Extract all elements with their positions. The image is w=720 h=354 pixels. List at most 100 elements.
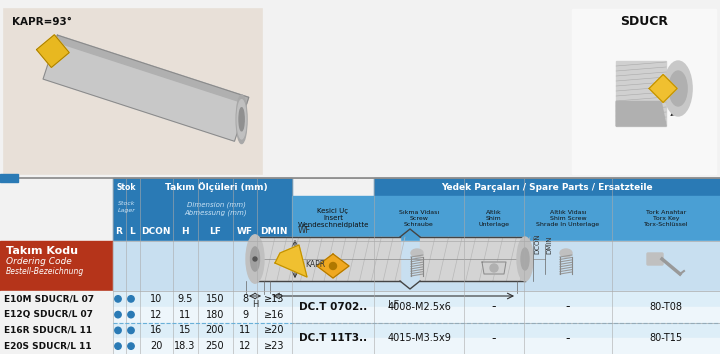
Circle shape <box>128 343 134 349</box>
Polygon shape <box>616 102 666 126</box>
Text: WF: WF <box>298 226 311 235</box>
Bar <box>292 291 374 307</box>
Bar <box>616 61 666 126</box>
Bar <box>464 307 524 322</box>
Text: 9.5: 9.5 <box>177 294 193 304</box>
Text: Stok: Stok <box>117 183 136 192</box>
Text: 8: 8 <box>242 294 248 304</box>
Bar <box>292 322 374 338</box>
Text: 16: 16 <box>150 325 162 335</box>
Bar <box>612 322 720 338</box>
Polygon shape <box>649 74 677 103</box>
Text: E12Q SDUCR/L 07: E12Q SDUCR/L 07 <box>4 310 93 319</box>
Text: 9: 9 <box>242 310 248 320</box>
Ellipse shape <box>237 100 246 139</box>
Bar <box>113 178 292 241</box>
Text: 20: 20 <box>150 341 162 351</box>
Text: R: R <box>116 227 122 235</box>
Polygon shape <box>43 35 248 141</box>
Bar <box>0 322 113 338</box>
Bar <box>612 196 720 241</box>
Text: E20S SDUCR/L 11: E20S SDUCR/L 11 <box>4 342 91 350</box>
Text: 12: 12 <box>150 310 162 320</box>
Text: 15: 15 <box>179 325 192 335</box>
Bar <box>612 307 720 322</box>
Text: 4015-M3.5x9: 4015-M3.5x9 <box>387 333 451 343</box>
Circle shape <box>114 327 121 333</box>
Ellipse shape <box>560 249 572 257</box>
Circle shape <box>128 296 134 302</box>
Ellipse shape <box>236 95 247 144</box>
Text: 150: 150 <box>206 294 224 304</box>
Text: DC.T 0702..: DC.T 0702.. <box>299 302 367 312</box>
Bar <box>292 241 374 291</box>
Bar <box>0 174 18 182</box>
Text: 18.3: 18.3 <box>174 341 196 351</box>
Bar <box>572 9 716 174</box>
FancyBboxPatch shape <box>647 253 663 265</box>
Polygon shape <box>482 262 506 274</box>
Bar <box>464 322 524 338</box>
Bar <box>524 322 612 338</box>
Text: 10: 10 <box>150 294 162 304</box>
Text: DMIN: DMIN <box>546 235 552 254</box>
Text: SDUCR: SDUCR <box>620 15 668 28</box>
Bar <box>374 338 464 354</box>
Circle shape <box>114 343 121 349</box>
Bar <box>0 291 113 307</box>
Bar <box>612 241 720 291</box>
Text: 80-T08: 80-T08 <box>649 302 683 312</box>
Bar <box>0 0 720 178</box>
Text: Yedek Parçaları / Spare Parts / Ersatzteile: Yedek Parçaları / Spare Parts / Ersatzte… <box>441 183 653 192</box>
Bar <box>464 291 524 307</box>
Circle shape <box>490 264 498 272</box>
Ellipse shape <box>517 237 533 281</box>
Ellipse shape <box>521 248 529 270</box>
Bar <box>0 241 113 291</box>
Text: DCON: DCON <box>141 227 171 235</box>
Text: WF: WF <box>237 227 253 235</box>
Text: H: H <box>252 300 258 309</box>
Bar <box>524 307 612 322</box>
Text: 180: 180 <box>206 310 224 320</box>
Text: 11: 11 <box>239 325 251 335</box>
Text: KAPR: KAPR <box>305 260 325 269</box>
Text: Altlık Vidası
Shim Screw
Shrade In Unterlage: Altlık Vidası Shim Screw Shrade In Unter… <box>536 210 600 227</box>
Text: Tork Anahtar
Torx Key
Torx-Schlüssel: Tork Anahtar Torx Key Torx-Schlüssel <box>644 210 688 227</box>
Text: -: - <box>492 300 496 313</box>
Text: LF: LF <box>388 300 399 310</box>
Bar <box>113 338 292 354</box>
Circle shape <box>114 296 121 302</box>
Bar <box>113 291 292 307</box>
Text: LF: LF <box>209 227 221 235</box>
Bar <box>374 291 464 307</box>
Text: ≥16: ≥16 <box>264 310 284 320</box>
Bar <box>4 9 262 174</box>
Text: DCON: DCON <box>534 233 540 254</box>
Text: Takım Ölçüleri (mm): Takım Ölçüleri (mm) <box>165 182 267 192</box>
Polygon shape <box>37 35 69 67</box>
Text: 250: 250 <box>206 341 225 351</box>
Bar <box>524 291 612 307</box>
Text: 12: 12 <box>239 341 251 351</box>
Bar <box>612 338 720 354</box>
Text: DMIN: DMIN <box>260 227 288 235</box>
Circle shape <box>128 312 134 318</box>
Text: Abmessung (mm): Abmessung (mm) <box>185 210 247 216</box>
Text: L: L <box>129 227 135 235</box>
Bar <box>464 338 524 354</box>
Circle shape <box>253 257 257 261</box>
Text: E10M SDUCR/L 07: E10M SDUCR/L 07 <box>4 295 94 303</box>
Text: Altlık
Shim
Unterlage: Altlık Shim Unterlage <box>479 210 510 227</box>
Ellipse shape <box>239 108 244 131</box>
Bar <box>464 196 524 241</box>
Bar <box>464 241 524 291</box>
Text: ≥13: ≥13 <box>264 294 284 304</box>
Bar <box>292 307 374 322</box>
Text: KAPR=93°: KAPR=93° <box>12 17 72 27</box>
Text: -: - <box>492 332 496 345</box>
Bar <box>524 338 612 354</box>
Text: ≥20: ≥20 <box>264 325 284 335</box>
Ellipse shape <box>251 247 259 271</box>
Circle shape <box>128 327 134 333</box>
